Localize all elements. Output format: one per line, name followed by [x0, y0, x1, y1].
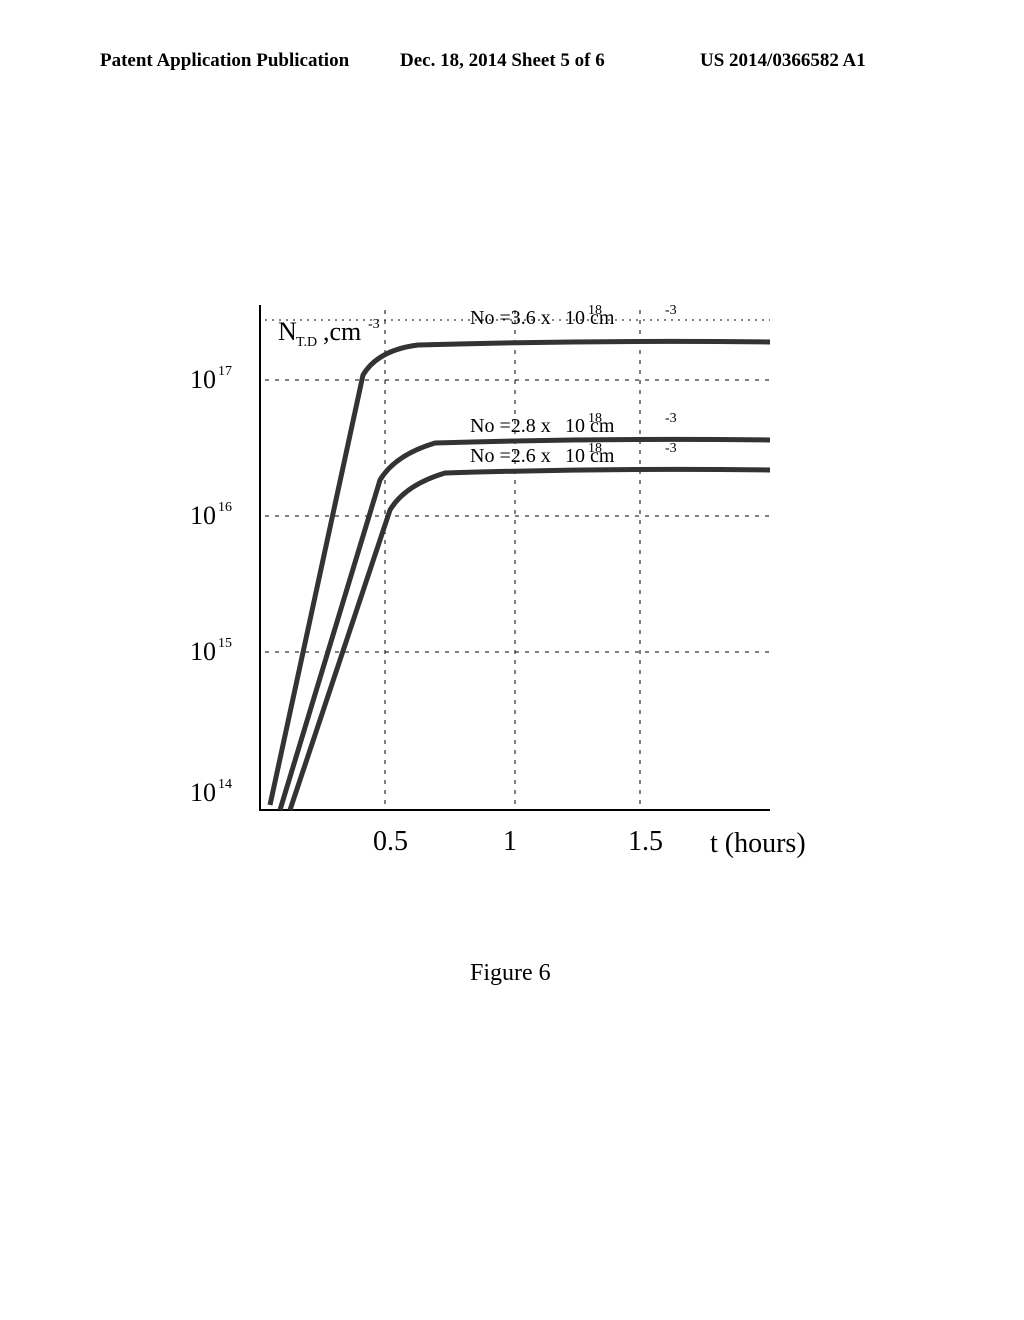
- svg-text:,cm: ,cm: [323, 317, 361, 346]
- y-axis-label: NT.D ,cm -3: [278, 317, 380, 350]
- ytick: 1017: [190, 364, 232, 394]
- ytick: 1016: [190, 500, 232, 530]
- svg-text:10: 10: [190, 501, 216, 530]
- xtick: 0.5: [373, 826, 408, 857]
- svg-text:-3: -3: [665, 441, 677, 456]
- svg-text:No =2.8 x: No =2.8 x: [470, 415, 551, 437]
- annot-No28: No =2.8 x18 10 cm-3: [470, 411, 677, 437]
- ytick: 1015: [190, 636, 232, 666]
- x-axis-label: t (hours): [710, 828, 806, 859]
- annot-No26: No =2.6 x18 10 cm-3: [470, 441, 677, 467]
- svg-text:10: 10: [190, 778, 216, 807]
- svg-text:T.D: T.D: [296, 335, 317, 350]
- figure-chart: 1014101510161017 0.511.5 NT.D,cm-3 t (ho…: [130, 250, 910, 910]
- svg-text:No =3.6 x: No =3.6 x: [470, 307, 551, 329]
- svg-text:10 cm: 10 cm: [565, 415, 615, 437]
- svg-text:-3: -3: [665, 303, 677, 318]
- svg-text:17: 17: [218, 364, 232, 379]
- xtick: 1: [503, 826, 517, 857]
- ytick: 1014: [190, 777, 232, 807]
- header-center: Dec. 18, 2014 Sheet 5 of 6: [400, 50, 605, 72]
- header-right: US 2014/0366582 A1: [700, 50, 866, 72]
- curve-No26: [290, 469, 770, 810]
- svg-text:-3: -3: [665, 411, 677, 426]
- annot-No36: No =3.6 x18 10 cm-3: [470, 303, 677, 329]
- svg-text:10: 10: [190, 637, 216, 666]
- svg-text:10: 10: [190, 365, 216, 394]
- figure-caption: Figure 6: [470, 960, 551, 987]
- header-left: Patent Application Publication: [100, 50, 349, 72]
- svg-text:-3: -3: [368, 317, 380, 332]
- svg-text:10 cm: 10 cm: [565, 445, 615, 467]
- svg-text:14: 14: [218, 777, 232, 792]
- curve-No36: [270, 341, 770, 805]
- svg-text:10 cm: 10 cm: [565, 307, 615, 329]
- svg-text:N: N: [278, 317, 297, 346]
- svg-text:15: 15: [218, 636, 232, 651]
- svg-text:No =2.6 x: No =2.6 x: [470, 445, 551, 467]
- xtick: 1.5: [628, 826, 663, 857]
- svg-text:16: 16: [218, 500, 232, 515]
